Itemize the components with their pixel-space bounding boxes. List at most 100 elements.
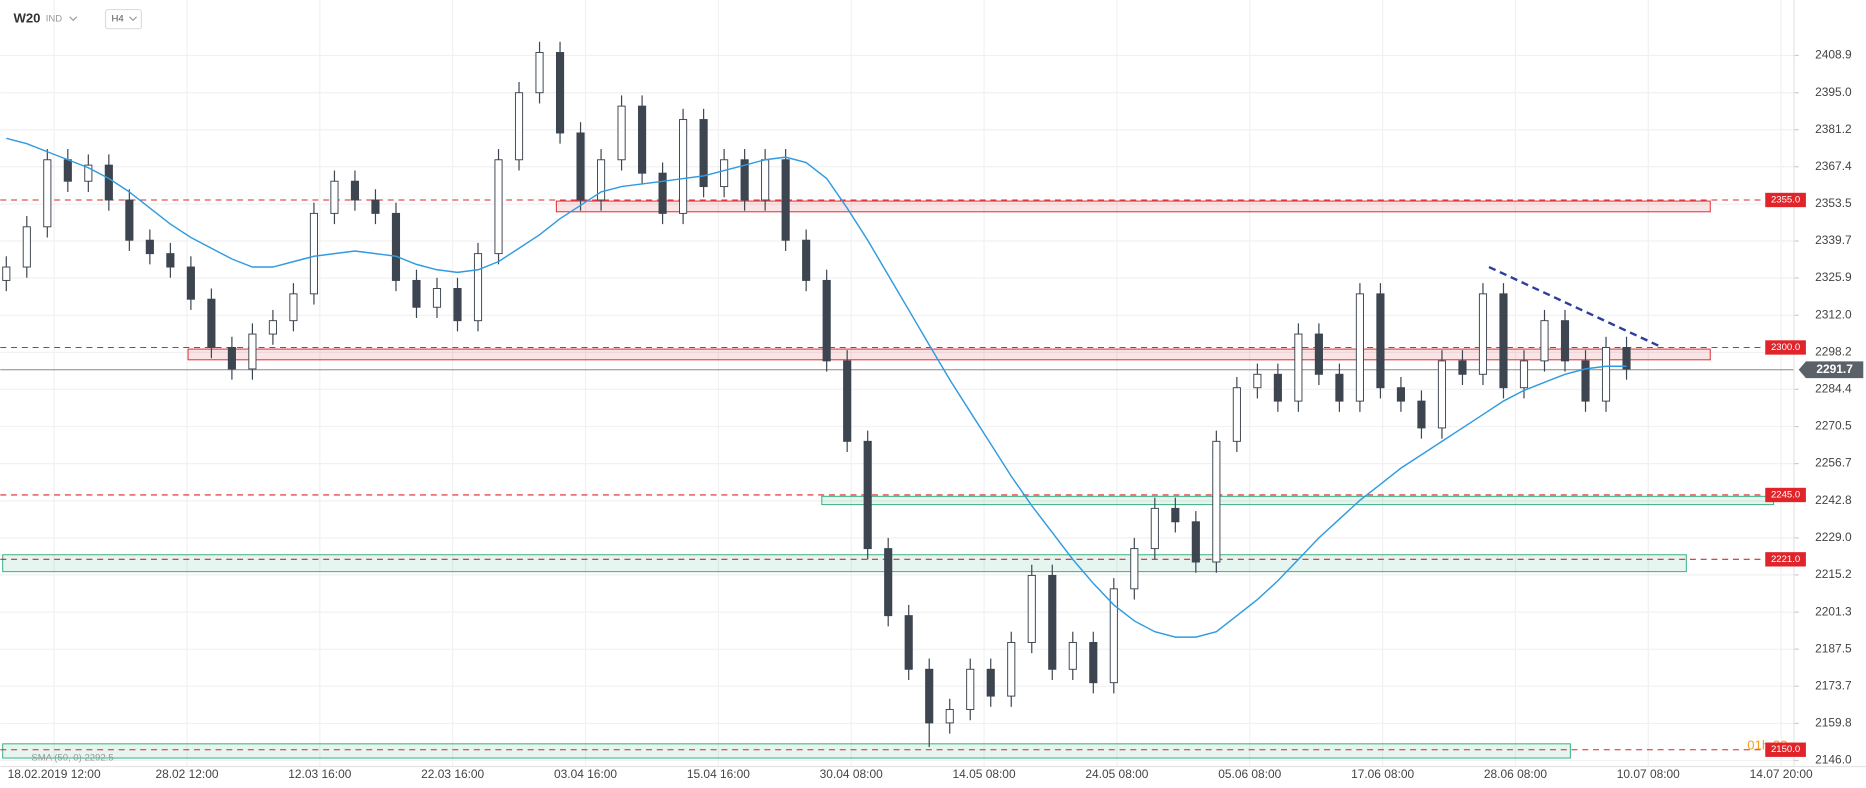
y-tick-label: 2325.9 [1815,270,1852,284]
candle-body [740,159,749,201]
candle-body [658,172,667,214]
candle-body [884,548,893,617]
symbol[interactable]: W20 [13,11,40,26]
y-tick-label: 2312.0 [1815,307,1852,321]
x-tick-label: 03.04 16:00 [554,767,617,781]
candle-body [904,615,913,670]
x-tick-label: 15.04 16:00 [687,767,750,781]
indicator-label[interactable]: SMA (50, 0) 2292.5 [31,753,113,764]
candle-body [145,239,154,255]
y-tick-label: 2215.2 [1815,567,1852,581]
y-tick-label: 2353.5 [1815,196,1852,210]
level-label: 2221.0 [1771,554,1800,565]
y-tick-label: 2173.7 [1815,678,1852,692]
candle-body [1253,373,1262,389]
candle-body [473,253,483,322]
x-tick-label: 24.05 08:00 [1085,767,1148,781]
grid [0,0,1794,767]
y-tick-label: 2187.5 [1815,641,1852,655]
candle-body [289,293,298,322]
candle-body [1191,521,1200,563]
candle-body [925,668,934,724]
candle-body [822,279,831,362]
candle-body [1458,360,1467,375]
candle-body [617,105,626,161]
candle-body [1417,400,1426,429]
interval[interactable]: H4 [112,14,125,25]
candle-body [2,266,11,281]
candle-body [720,159,729,188]
candle-body [1581,360,1590,402]
candle-body [309,212,318,295]
level-label: 2245.0 [1771,490,1800,501]
trendline [1488,265,1663,349]
market: IND [46,14,63,25]
candle-body [371,199,380,214]
candle-body [761,159,770,201]
x-tick-label: 05.06 08:00 [1218,767,1281,781]
zone [2,554,1687,573]
level-label: 2355.0 [1771,195,1800,206]
y-tick-label: 2270.5 [1815,419,1852,433]
candle-body [350,180,360,201]
y-tick-label: 2284.4 [1815,381,1852,395]
candle-body [1499,293,1508,389]
candle-body [699,119,708,188]
plot [0,41,1794,759]
dropdown-icon[interactable] [129,16,138,22]
candle-body [1437,360,1447,429]
y-tick-label: 2408.9 [1815,48,1852,62]
candle-body [1171,507,1180,523]
candle-body [514,92,524,161]
x-tick-label: 17.06 08:00 [1351,767,1414,781]
candle-body [43,159,52,228]
candle-body [1622,347,1631,370]
candle-body [986,668,995,697]
interval-button[interactable] [104,8,143,30]
candle-body [1314,333,1323,375]
x-tick-label: 18.02.2019 12:00 [8,767,101,781]
candle-body [576,132,585,201]
current-price-tag [1798,361,1864,379]
x-tick-label: 14.05 08:00 [953,767,1016,781]
candle-body [638,105,647,174]
y-tick-label: 2395.0 [1815,85,1852,99]
zone [821,495,1775,506]
level-tag [1765,742,1806,757]
zone [187,348,1711,361]
candle-body [1068,641,1077,670]
y-tick-label: 2339.7 [1815,233,1852,247]
sma-line [6,137,1627,638]
level-tag [1765,487,1806,503]
candle-body [1089,641,1098,684]
candle-body [207,298,216,348]
candle-body [248,333,257,370]
candle-body [84,164,93,182]
candle-body [1273,373,1282,402]
candle-body [412,279,421,308]
candle-body [1376,293,1385,389]
candle-body [391,212,401,281]
candle-body [63,159,72,182]
y-tick-label: 2367.4 [1815,159,1852,173]
x-tick-label: 28.06 08:00 [1484,767,1547,781]
candle-body [966,668,975,710]
x-tick-label: 12.03 16:00 [288,767,351,781]
candle-body [1355,293,1364,402]
candle-body [330,180,339,214]
x-tick-label: 14.07 20:00 [1750,767,1813,781]
candle-body [1027,574,1036,643]
dropdown-icon[interactable] [69,16,78,22]
current-price-label: 2291.7 [1816,362,1853,376]
candle-body [186,266,195,300]
y-tick-label: 2381.2 [1815,122,1852,136]
y-tick-label: 2256.7 [1815,456,1852,470]
candle-body [555,52,565,134]
y-tick-label: 2298.2 [1815,344,1852,358]
level-label: 2300.0 [1771,342,1800,353]
candle-body [1335,373,1344,402]
candle-body [843,360,852,442]
level-tag [1765,192,1806,208]
